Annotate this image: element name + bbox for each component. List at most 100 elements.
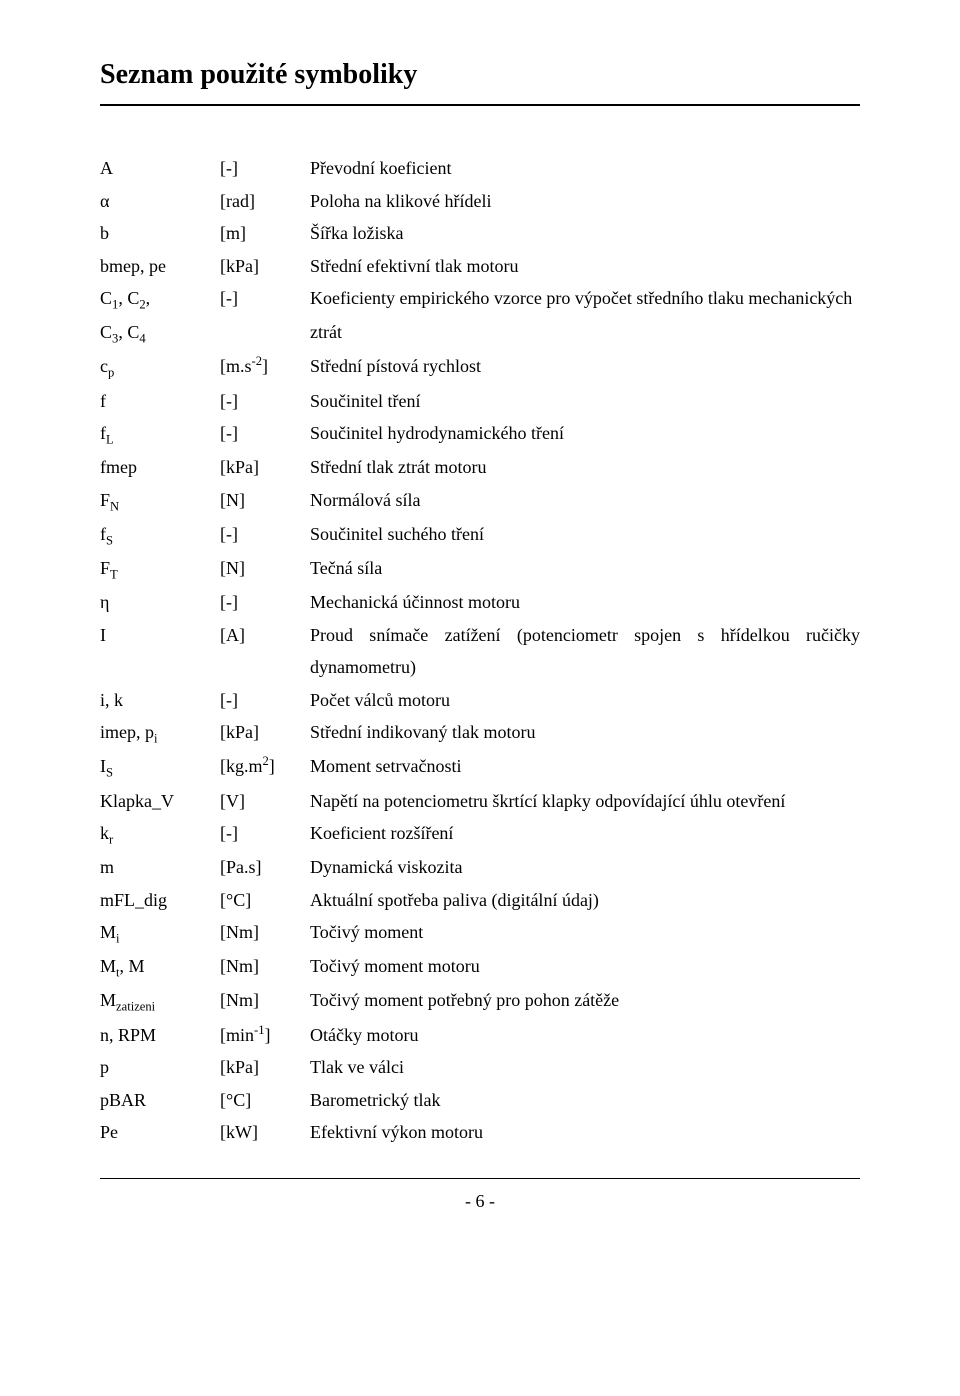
table-row: n, RPM[min-1]Otáčky motoru — [100, 1019, 860, 1051]
table-row: FT[N]Tečná síla — [100, 552, 860, 586]
symbol-cell: kr — [100, 817, 220, 851]
unit-cell: [kPa] — [220, 250, 310, 282]
description-cell: Šířka ložiska — [310, 217, 860, 249]
symbol-cell: m — [100, 851, 220, 883]
unit-cell: [kPa] — [220, 451, 310, 483]
table-row: C1, C2,[-]Koeficienty empirického vzorce… — [100, 282, 860, 316]
table-row: IS[kg.m2]Moment setrvačnosti — [100, 750, 860, 784]
description-cell: Točivý moment potřebný pro pohon zátěže — [310, 984, 860, 1018]
unit-cell: [Pa.s] — [220, 851, 310, 883]
table-row: fS[-]Součinitel suchého tření — [100, 518, 860, 552]
symbol-cell: Pe — [100, 1116, 220, 1148]
unit-cell: [-] — [220, 586, 310, 618]
description-cell: Tečná síla — [310, 552, 860, 586]
description-cell: Střední indikovaný tlak motoru — [310, 716, 860, 750]
table-row: Mi[Nm]Točivý moment — [100, 916, 860, 950]
unit-cell: [A] — [220, 619, 310, 684]
description-cell: Poloha na klikové hřídeli — [310, 185, 860, 217]
description-cell: Moment setrvačnosti — [310, 750, 860, 784]
unit-cell: [-] — [220, 385, 310, 417]
unit-cell: [kg.m2] — [220, 750, 310, 784]
symbol-cell: Mt, M — [100, 950, 220, 984]
unit-cell: [m.s-2] — [220, 350, 310, 384]
unit-cell: [Nm] — [220, 950, 310, 984]
description-cell: Součinitel suchého tření — [310, 518, 860, 552]
unit-cell: [kW] — [220, 1116, 310, 1148]
description-cell: Aktuální spotřeba paliva (digitální údaj… — [310, 884, 860, 916]
table-row: C3, C4ztrát — [100, 316, 860, 350]
symbol-cell: b — [100, 217, 220, 249]
unit-cell: [-] — [220, 152, 310, 184]
description-cell: Součinitel hydrodynamického tření — [310, 417, 860, 451]
unit-cell: [min-1] — [220, 1019, 310, 1051]
description-cell: Koeficienty empirického vzorce pro výpoč… — [310, 282, 860, 316]
unit-cell: [°C] — [220, 884, 310, 916]
symbol-cell: p — [100, 1051, 220, 1083]
description-cell: Otáčky motoru — [310, 1019, 860, 1051]
description-cell: Točivý moment motoru — [310, 950, 860, 984]
table-row: cp[m.s-2]Střední pístová rychlost — [100, 350, 860, 384]
table-row: imep, pi[kPa]Střední indikovaný tlak mot… — [100, 716, 860, 750]
table-row: fL[-]Součinitel hydrodynamického tření — [100, 417, 860, 451]
symbol-cell: i, k — [100, 684, 220, 716]
symbol-cell: Mi — [100, 916, 220, 950]
table-row: m[Pa.s]Dynamická viskozita — [100, 851, 860, 883]
symbols-table: A[-]Převodní koeficientα[rad]Poloha na k… — [100, 152, 860, 1148]
unit-cell: [m] — [220, 217, 310, 249]
table-row: η[-]Mechanická účinnost motoru — [100, 586, 860, 618]
unit-cell: [V] — [220, 785, 310, 817]
table-row: Mt, M[Nm]Točivý moment motoru — [100, 950, 860, 984]
table-row: α[rad]Poloha na klikové hřídeli — [100, 185, 860, 217]
description-cell: Točivý moment — [310, 916, 860, 950]
symbol-cell: A — [100, 152, 220, 184]
symbol-cell: cp — [100, 350, 220, 384]
symbol-cell: IS — [100, 750, 220, 784]
description-cell: Proud snímače zatížení (potenciometr spo… — [310, 619, 860, 684]
unit-cell: [-] — [220, 417, 310, 451]
symbol-cell: C3, C4 — [100, 316, 220, 350]
table-row: Klapka_V[V]Napětí na potenciometru škrtí… — [100, 785, 860, 817]
symbol-cell: α — [100, 185, 220, 217]
table-row: p[kPa]Tlak ve válci — [100, 1051, 860, 1083]
unit-cell: [-] — [220, 518, 310, 552]
symbol-cell: imep, pi — [100, 716, 220, 750]
table-row: A[-]Převodní koeficient — [100, 152, 860, 184]
symbol-cell: fL — [100, 417, 220, 451]
unit-cell: [°C] — [220, 1084, 310, 1116]
table-row: mFL_dig[°C]Aktuální spotřeba paliva (dig… — [100, 884, 860, 916]
symbol-cell: mFL_dig — [100, 884, 220, 916]
symbol-cell: FT — [100, 552, 220, 586]
unit-cell: [Nm] — [220, 916, 310, 950]
description-cell: Součinitel tření — [310, 385, 860, 417]
page-number: - 6 - — [465, 1191, 495, 1211]
unit-cell: [kPa] — [220, 716, 310, 750]
description-cell: Mechanická účinnost motoru — [310, 586, 860, 618]
unit-cell: [kPa] — [220, 1051, 310, 1083]
description-cell: Barometrický tlak — [310, 1084, 860, 1116]
unit-cell: [Nm] — [220, 984, 310, 1018]
symbol-cell: f — [100, 385, 220, 417]
table-row: FN[N]Normálová síla — [100, 484, 860, 518]
description-cell: Tlak ve válci — [310, 1051, 860, 1083]
page-footer: - 6 - — [100, 1178, 860, 1217]
description-cell: Koeficient rozšíření — [310, 817, 860, 851]
table-row: Mzatizeni[Nm]Točivý moment potřebný pro … — [100, 984, 860, 1018]
description-cell: Převodní koeficient — [310, 152, 860, 184]
description-cell: Střední pístová rychlost — [310, 350, 860, 384]
unit-cell: [-] — [220, 684, 310, 716]
symbol-cell: I — [100, 619, 220, 684]
page-title: Seznam použité symboliky — [100, 50, 860, 106]
table-row: i, k[-]Počet válců motoru — [100, 684, 860, 716]
symbol-cell: Klapka_V — [100, 785, 220, 817]
description-cell: Napětí na potenciometru škrtící klapky o… — [310, 785, 860, 817]
unit-cell: [N] — [220, 484, 310, 518]
symbol-cell: Mzatizeni — [100, 984, 220, 1018]
table-row: pBAR[°C]Barometrický tlak — [100, 1084, 860, 1116]
description-cell: Střední tlak ztrát motoru — [310, 451, 860, 483]
symbol-cell: fmep — [100, 451, 220, 483]
unit-cell — [220, 316, 310, 350]
unit-cell: [-] — [220, 282, 310, 316]
symbol-cell: η — [100, 586, 220, 618]
title-spacer — [100, 108, 860, 152]
description-cell: Dynamická viskozita — [310, 851, 860, 883]
